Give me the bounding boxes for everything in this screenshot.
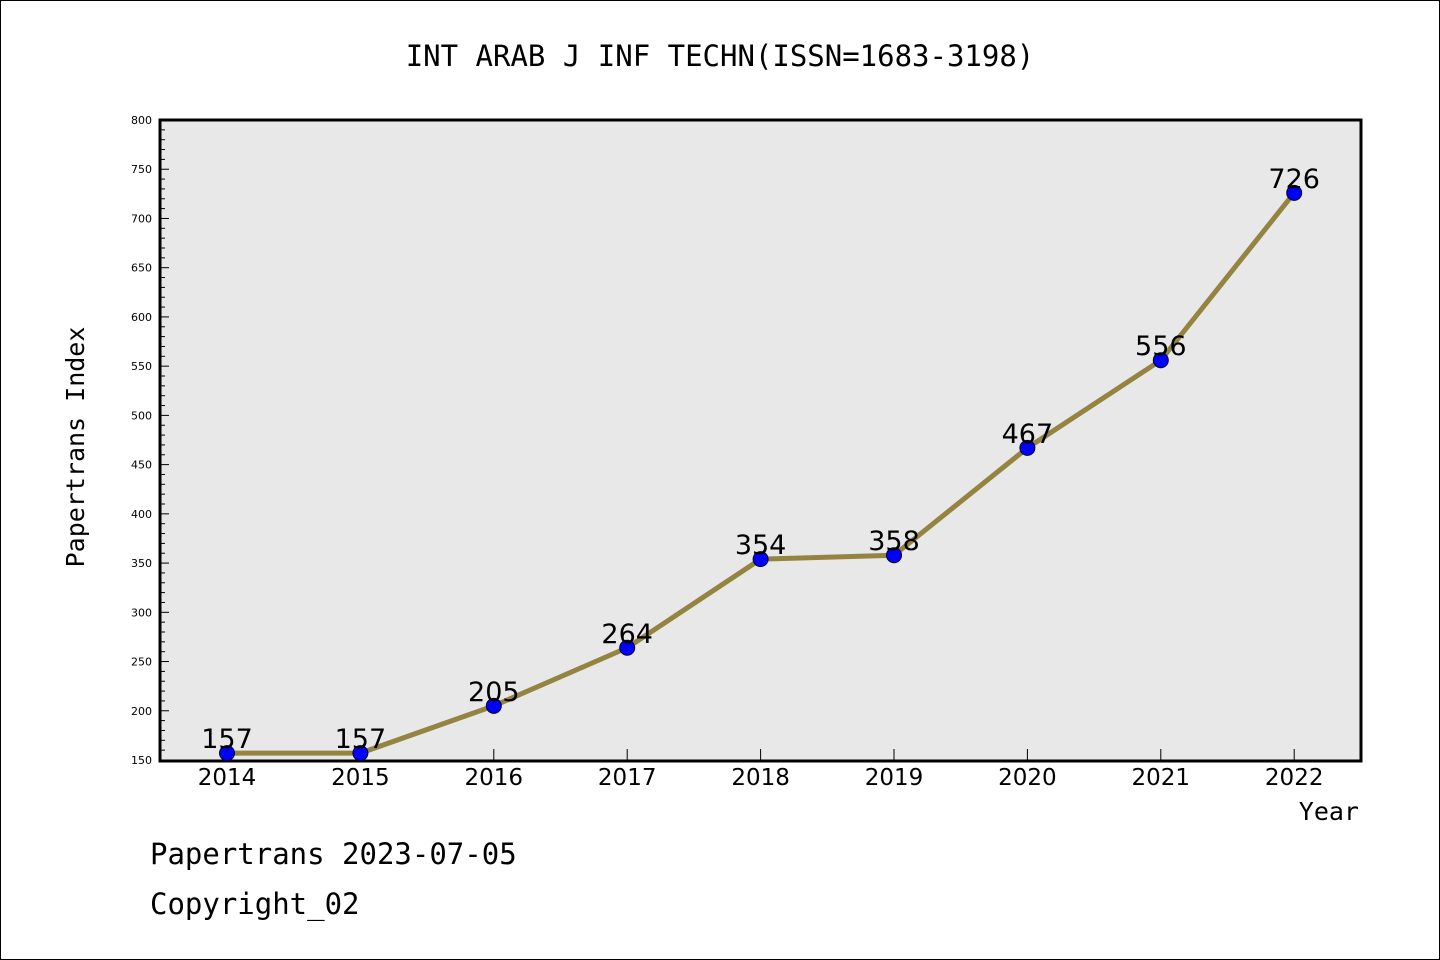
x-tick-label: 2018 [731, 765, 790, 791]
y-tick-label: 400 [131, 508, 152, 521]
data-point [352, 745, 369, 762]
chart-title: INT ARAB J INF TECHN(ISSN=1683-3198) [406, 39, 1035, 73]
y-tick-label: 250 [131, 656, 152, 669]
data-point [752, 551, 769, 568]
x-axis-label: Year [1299, 797, 1359, 826]
data-point [1152, 352, 1169, 369]
y-tick-label: 550 [131, 360, 152, 373]
x-tick-label: 2019 [865, 765, 924, 791]
footer-copyright: Copyright_02 [150, 887, 360, 922]
data-point [219, 745, 235, 762]
x-tick-label: 2015 [331, 765, 390, 791]
y-tick-label: 450 [131, 459, 152, 472]
y-tick-label: 650 [131, 262, 152, 275]
data-label: 354 [735, 530, 787, 561]
data-point [619, 639, 636, 656]
data-label: 556 [1135, 331, 1187, 362]
data-point [1286, 184, 1303, 201]
x-tick-label: 2014 [198, 765, 257, 791]
data-labels: 157 157 205 264 354 358 467 556 726 [201, 164, 1320, 755]
footer-date: Papertrans 2023-07-05 [150, 837, 517, 871]
x-tick-label: 2016 [465, 765, 524, 791]
y-tick-label: 150 [131, 754, 152, 767]
x-tick-label: 2020 [998, 765, 1057, 791]
data-label: 358 [868, 526, 920, 557]
y-tick-label: 750 [131, 163, 152, 176]
plot-area [158, 118, 1363, 763]
y-tick-label: 700 [131, 212, 152, 225]
y-tick-label: 600 [131, 311, 152, 324]
x-tick-label: 2022 [1265, 765, 1324, 791]
y-tick-label: 500 [131, 409, 152, 422]
y-tick-label: 300 [131, 606, 152, 619]
y-tick-label: 350 [131, 557, 152, 570]
x-tick-label: 2017 [598, 765, 657, 791]
data-point [886, 547, 902, 564]
y-tick-label: 200 [131, 705, 152, 718]
y-tick-label: 800 [131, 114, 152, 127]
y-axis-label: Papertrans Index [61, 327, 90, 568]
data-label: 157 [335, 724, 387, 755]
data-point [485, 697, 502, 714]
data-label: 264 [601, 619, 653, 650]
data-label: 467 [1002, 419, 1054, 450]
data-point [1019, 439, 1036, 456]
data-label: 157 [201, 724, 253, 755]
y-axis: 150 200 250 300 350 400 450 500 550 600 650 700 750 8… [131, 114, 169, 767]
data-label: 726 [1268, 164, 1320, 195]
x-axis: 2014 2015 2016 2017 2018 2019 2020 2021 2022 [198, 749, 1324, 791]
data-label: 205 [468, 677, 520, 708]
data-markers [219, 184, 1303, 762]
x-tick-label: 2021 [1132, 765, 1191, 791]
